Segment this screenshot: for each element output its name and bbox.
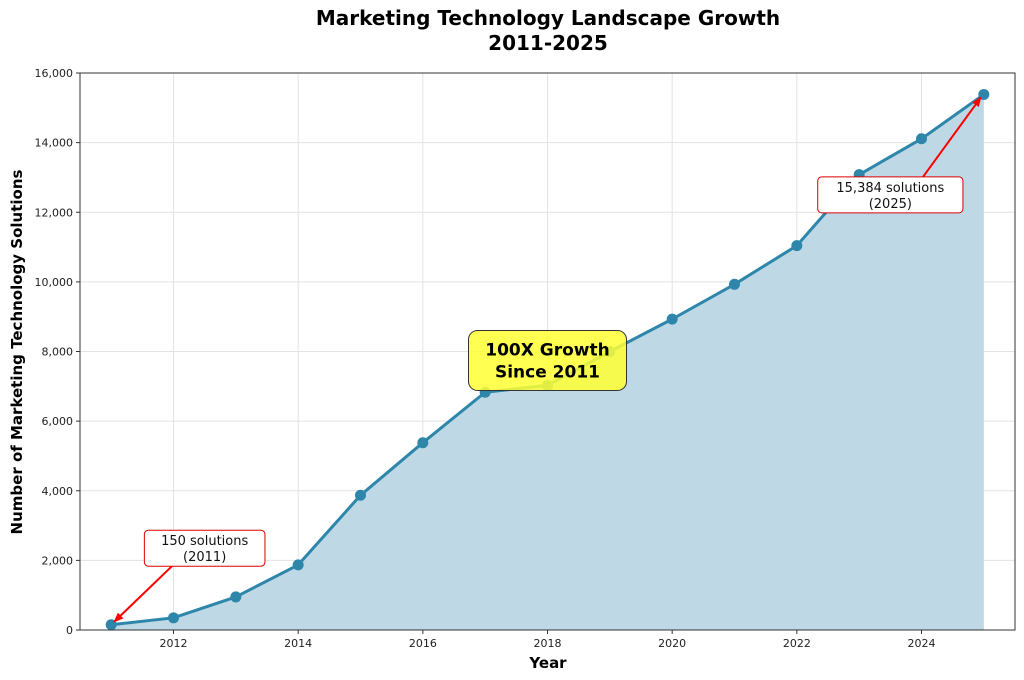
annotation-arrow-end [922, 96, 982, 178]
data-point-2024 [916, 133, 927, 145]
annotation-text-start: 150 solutions [161, 534, 248, 549]
annotation-subtext-start: (2011) [183, 550, 226, 565]
data-point-2015 [355, 489, 366, 501]
annotations: 150 solutions(2011) 15,384 solutions(2025… [113, 96, 982, 623]
y-tick-label: 0 [66, 624, 73, 637]
y-axis-label: Number of Marketing Technology Solutions [8, 169, 26, 534]
x-tick-label: 2024 [908, 637, 936, 650]
annotation-box-end [817, 176, 964, 214]
annotation-subtext-end: (2025) [869, 197, 912, 212]
growth-callout-line2: Since 2011 [495, 362, 600, 382]
x-tick-label: 2018 [534, 637, 562, 650]
y-tick-label: 10,000 [35, 276, 74, 289]
x-tick-label: 2016 [409, 637, 437, 650]
y-tick-label: 16,000 [35, 67, 74, 80]
annotation-box-start [143, 529, 266, 567]
growth-callout-box [468, 329, 627, 391]
data-point-2020 [666, 313, 678, 325]
x-axis-ticks: 2012 2014 2016 2018 2020 2022 2024 [160, 630, 936, 650]
annotation-arrow-start [113, 565, 173, 623]
growth-callout-line1: 100X Growth [485, 340, 609, 360]
chart-subtitle: 2011-2025 [488, 31, 608, 55]
y-tick-label: 4,000 [42, 485, 74, 498]
x-tick-label: 2022 [783, 637, 811, 650]
y-tick-label: 12,000 [35, 206, 74, 219]
y-tick-label: 14,000 [35, 137, 74, 150]
x-tick-label: 2020 [658, 637, 686, 650]
y-axis-ticks: 0 2,000 4,000 6,000 8,000 10,000 12,000 14,000 1… [35, 67, 80, 637]
y-tick-label: 8,000 [42, 346, 74, 359]
y-tick-label: 6,000 [42, 415, 74, 428]
area-fill [111, 94, 984, 630]
data-point-2016 [417, 437, 429, 449]
x-tick-label: 2014 [284, 637, 312, 650]
data-point-2013 [230, 591, 242, 603]
data-point-2022 [791, 240, 803, 252]
chart-title: Marketing Technology Landscape Growth [316, 6, 780, 30]
data-point-2012 [168, 612, 179, 624]
y-tick-label: 2,000 [42, 554, 74, 567]
x-axis-label: Year [528, 654, 567, 672]
growth-callout: 100X Growth Since 2011 [468, 329, 627, 391]
data-point-2014 [292, 559, 304, 571]
data-point-2021 [729, 278, 740, 290]
annotation-text-end: 15,384 solutions [836, 181, 944, 196]
x-tick-label: 2012 [160, 637, 188, 650]
